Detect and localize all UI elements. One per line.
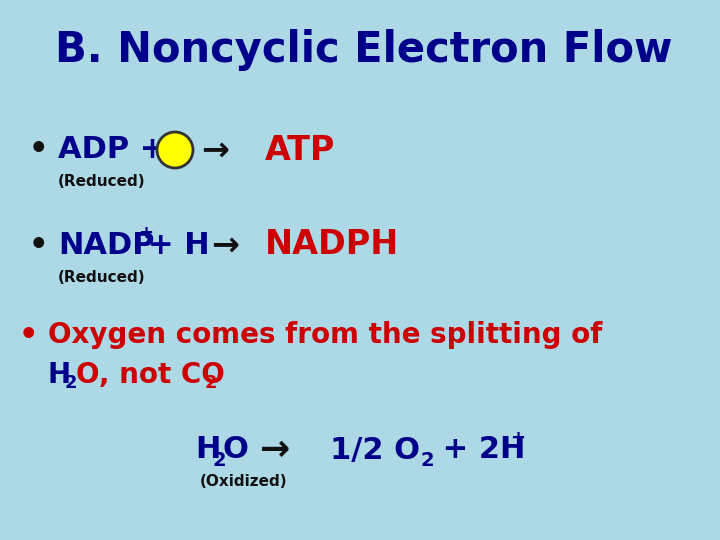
Text: ATP: ATP	[265, 133, 336, 166]
Text: H: H	[195, 435, 220, 464]
Text: (Oxidized): (Oxidized)	[200, 475, 287, 489]
Text: →: →	[211, 228, 239, 261]
Text: •: •	[28, 136, 48, 165]
Text: O, not CO: O, not CO	[76, 361, 225, 389]
Text: +: +	[138, 224, 153, 242]
Text: Oxygen comes from the splitting of: Oxygen comes from the splitting of	[48, 321, 603, 349]
Text: ADP +: ADP +	[58, 136, 176, 165]
Text: H: H	[48, 361, 71, 389]
Text: 2: 2	[65, 374, 78, 392]
Text: (Reduced): (Reduced)	[58, 269, 145, 285]
Text: NADPH: NADPH	[265, 228, 400, 261]
Text: B. Noncyclic Electron Flow: B. Noncyclic Electron Flow	[55, 29, 672, 71]
Text: NADP: NADP	[58, 231, 155, 260]
Text: 2: 2	[212, 450, 225, 469]
Text: + H: + H	[148, 231, 210, 260]
Text: •: •	[18, 321, 37, 349]
Text: (Reduced): (Reduced)	[58, 174, 145, 190]
Text: O: O	[222, 435, 248, 464]
Text: 1/2 O: 1/2 O	[330, 435, 420, 464]
Text: + 2H: + 2H	[432, 435, 526, 464]
Text: 2: 2	[205, 374, 217, 392]
Text: →: →	[260, 433, 290, 467]
Text: 2: 2	[420, 450, 433, 469]
Text: +: +	[510, 429, 525, 447]
Text: P: P	[166, 138, 184, 162]
Circle shape	[157, 132, 193, 168]
Text: →: →	[201, 133, 229, 166]
Text: •: •	[28, 231, 48, 260]
